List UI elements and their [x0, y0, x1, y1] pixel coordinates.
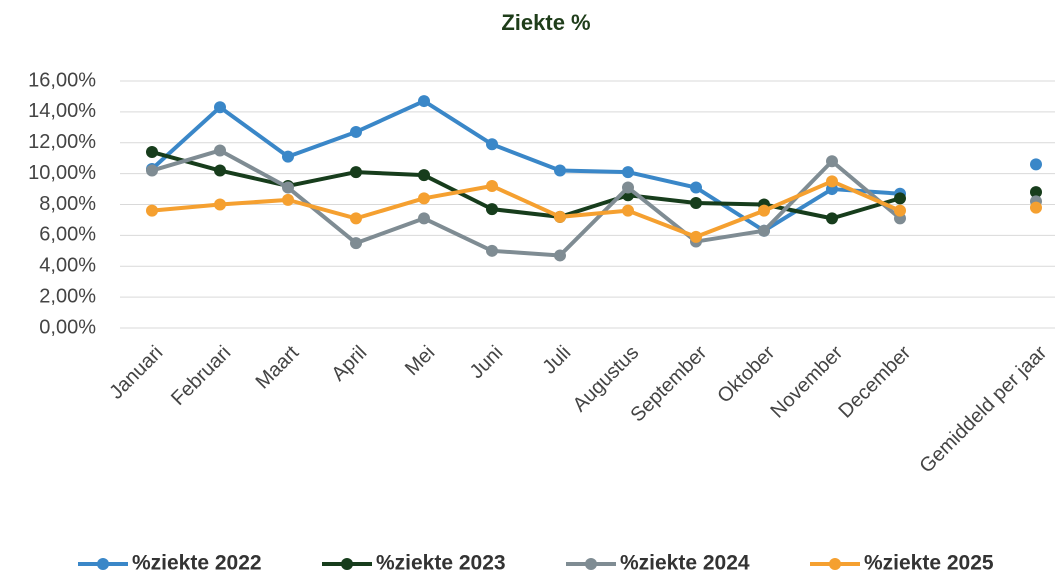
data-point — [1030, 186, 1042, 199]
x-tick-label: Mei — [401, 342, 439, 380]
data-point — [554, 249, 566, 262]
y-tick-label: 4,00% — [39, 255, 96, 277]
y-tick-label: 0,00% — [39, 316, 96, 338]
legend-label: %ziekte 2024 — [620, 552, 750, 575]
x-tick-label: Oktober — [713, 341, 779, 407]
y-tick-label: 14,00% — [28, 100, 96, 122]
data-point — [350, 212, 362, 225]
legend-marker — [341, 558, 353, 570]
x-tick-label: December — [834, 341, 915, 422]
y-tick-label: 16,00% — [28, 69, 96, 91]
legend-label: %ziekte 2022 — [132, 552, 262, 575]
data-point — [486, 138, 498, 151]
data-point — [214, 101, 226, 114]
y-tick-label: 12,00% — [28, 131, 96, 153]
data-point — [1030, 158, 1042, 171]
data-point — [350, 237, 362, 250]
chart-title: Ziekte % — [501, 10, 590, 35]
data-point — [418, 95, 430, 108]
data-point — [418, 169, 430, 182]
data-point — [146, 164, 158, 177]
data-point — [146, 204, 158, 217]
data-point — [826, 212, 838, 225]
x-tick-label: April — [327, 342, 371, 386]
data-point — [486, 203, 498, 216]
data-point — [214, 164, 226, 177]
x-tick-label: Juni — [466, 342, 508, 384]
data-point — [282, 181, 294, 194]
data-point — [146, 146, 158, 159]
data-point — [690, 230, 702, 243]
data-point — [690, 181, 702, 194]
data-point — [554, 210, 566, 223]
data-point — [486, 179, 498, 192]
legend-label: %ziekte 2025 — [864, 552, 994, 575]
legend-marker — [585, 558, 597, 570]
data-point — [758, 204, 770, 217]
data-point — [350, 166, 362, 179]
y-tick-label: 8,00% — [39, 193, 96, 215]
data-point — [418, 212, 430, 225]
data-point — [894, 204, 906, 217]
y-tick-label: 2,00% — [39, 285, 96, 307]
data-point — [826, 175, 838, 188]
legend-marker — [829, 558, 841, 570]
data-point — [554, 164, 566, 177]
x-tick-label: Februari — [167, 342, 235, 410]
data-point — [622, 204, 634, 217]
y-tick-label: 10,00% — [28, 162, 96, 184]
data-point — [894, 192, 906, 205]
data-point — [486, 244, 498, 257]
data-point — [282, 150, 294, 163]
data-point — [690, 196, 702, 209]
x-tick-label: Januari — [105, 342, 167, 404]
x-tick-label: Maart — [252, 341, 304, 393]
data-point — [350, 125, 362, 138]
data-point — [826, 155, 838, 168]
x-tick-label: November — [766, 341, 847, 422]
data-point — [1030, 201, 1042, 214]
data-point — [622, 166, 634, 179]
x-tick-label: Gemiddeld per jaar — [915, 341, 1051, 477]
y-tick-label: 6,00% — [39, 224, 96, 246]
legend-label: %ziekte 2023 — [376, 552, 506, 575]
data-point — [622, 181, 634, 194]
x-tick-label: Juli — [538, 342, 575, 379]
data-point — [758, 224, 770, 237]
legend-marker — [97, 558, 109, 570]
data-point — [214, 144, 226, 157]
data-point — [282, 193, 294, 206]
data-point — [418, 192, 430, 205]
data-point — [214, 198, 226, 211]
